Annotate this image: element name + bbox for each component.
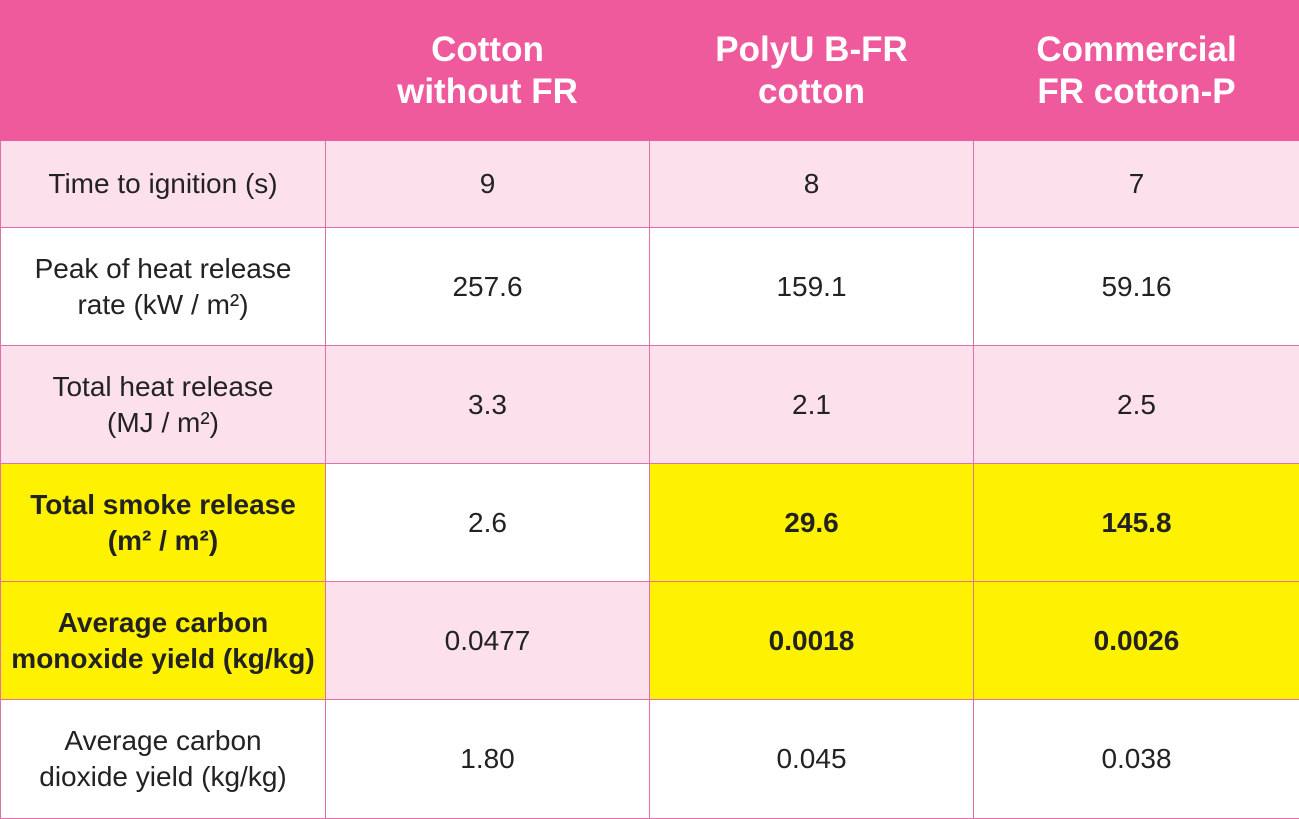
cell-value: 257.6 — [326, 228, 650, 346]
cell-value: 0.0477 — [326, 582, 650, 700]
row-label: Total smoke release (m² / m²) — [1, 464, 326, 582]
cell-value: 9 — [326, 141, 650, 228]
column-header: PolyU B-FR cotton — [650, 1, 974, 141]
cell-value: 59.16 — [974, 228, 1299, 346]
cell-value: 2.5 — [974, 346, 1299, 464]
row-label: Average carbon dioxide yield (kg/kg) — [1, 700, 326, 819]
column-header: Cotton without FR — [326, 1, 650, 141]
cell-value: 145.8 — [974, 464, 1299, 582]
cell-value: 7 — [974, 141, 1299, 228]
table-row: Average carbon dioxide yield (kg/kg)1.80… — [1, 700, 1299, 819]
table-row: Average carbon monoxide yield (kg/kg)0.0… — [1, 582, 1299, 700]
cell-value: 8 — [650, 141, 974, 228]
column-header: Commercial FR cotton-P — [974, 1, 1299, 141]
cell-value: 159.1 — [650, 228, 974, 346]
row-label: Average carbon monoxide yield (kg/kg) — [1, 582, 326, 700]
cell-value: 0.038 — [974, 700, 1299, 819]
cell-value: 0.0018 — [650, 582, 974, 700]
cell-value: 0.0026 — [974, 582, 1299, 700]
cell-value: 2.1 — [650, 346, 974, 464]
cell-value: 29.6 — [650, 464, 974, 582]
cell-value: 3.3 — [326, 346, 650, 464]
table-row: Peak of heat release rate (kW / m²)257.6… — [1, 228, 1299, 346]
cell-value: 0.045 — [650, 700, 974, 819]
row-label: Total heat release (MJ / m²) — [1, 346, 326, 464]
column-header — [1, 1, 326, 141]
cell-value: 2.6 — [326, 464, 650, 582]
cell-value: 1.80 — [326, 700, 650, 819]
row-label: Peak of heat release rate (kW / m²) — [1, 228, 326, 346]
row-label: Time to ignition (s) — [1, 141, 326, 228]
